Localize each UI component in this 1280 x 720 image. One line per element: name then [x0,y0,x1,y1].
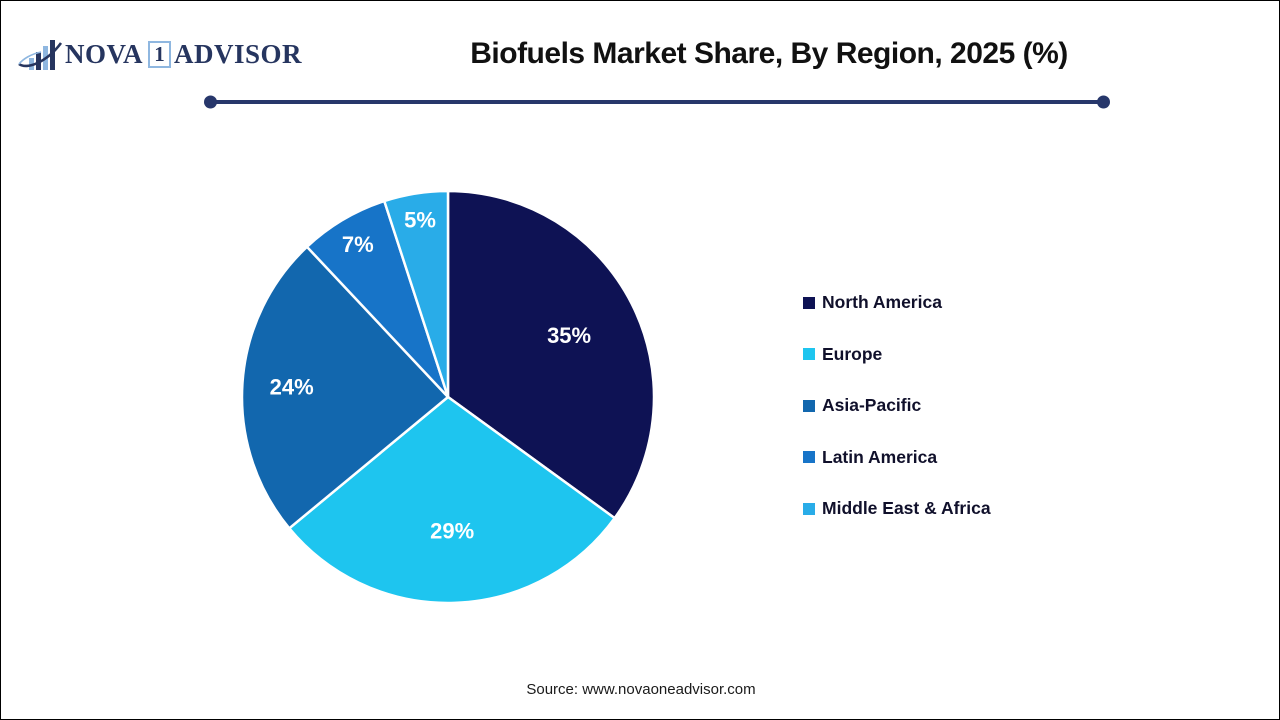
pie-slice-asia-pacific [240,245,450,530]
pie-chart: 35% 29% 24% 7% 5% [240,189,656,605]
brand-name-advisor: ADVISOR [174,38,303,69]
divider-dot-left-icon [204,95,217,109]
brand-logo: NOVA 1 ADVISOR [17,34,302,74]
title-divider [204,95,1110,109]
bar-chart-logo-icon [18,40,63,70]
divider-dot-right-icon [1097,95,1110,109]
legend-item-latin-america: Latin America [803,447,991,468]
pie-slice-middle-east-africa [383,189,450,399]
legend-item-asia-pacific: Asia-Pacific [803,395,991,416]
pie-value-label: 7% [342,232,374,257]
legend-swatch-icon [803,399,815,412]
legend: North America Europe Asia-Pacific Latin Ame… [803,292,991,519]
legend-item-europe: Europe [803,344,991,365]
pie-value-label: 24% [270,375,314,400]
legend-label: Middle East & Africa [822,498,991,518]
legend-label: Europe [822,343,883,364]
legend-item-north-america: North America [803,292,991,313]
source-text: Source: www.novaoneadvisor.com [526,681,756,698]
legend-label: Latin America [822,446,938,467]
brand-name-nova: NOVA [65,38,144,69]
legend-swatch-icon [803,502,815,515]
pie-slice-north-america [446,189,656,520]
legend-swatch-icon [803,451,815,463]
pie-value-label: 29% [430,518,474,543]
legend-item-middle-east-africa: Middle East & Africa [803,498,991,519]
legend-label: North America [822,292,942,312]
pie-slice-europe [288,395,616,605]
legend-swatch-icon [803,296,815,309]
legend-swatch-icon [803,348,815,360]
pie-value-label: 5% [404,208,436,233]
legend-label: Asia-Pacific [822,395,922,415]
pie-value-label: 35% [547,323,591,348]
brand-badge-one: 1 [148,40,172,68]
chart-title: Biofuels Market Share, By Region, 2025 (… [470,37,1068,70]
